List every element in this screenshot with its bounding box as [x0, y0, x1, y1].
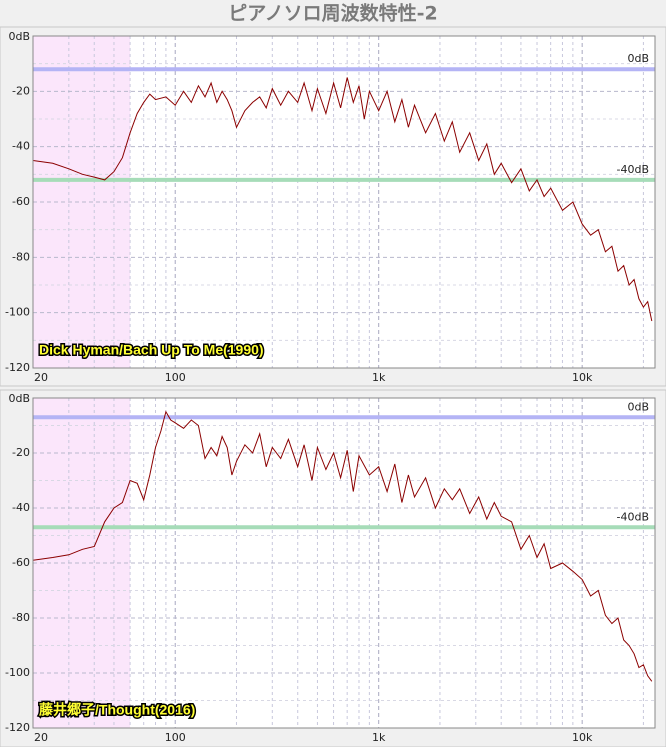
plot-border	[32, 35, 656, 369]
reference-label: 0dB	[627, 400, 649, 413]
y-tick-label: -120	[5, 721, 30, 734]
chart: 20 100 1k 10k 0dB -20 -40 -60 -80 -100 -120 0dB -40d…	[0, 26, 666, 387]
y-tick-label: -80	[12, 250, 30, 263]
y-tick-label: -20	[12, 84, 30, 97]
y-tick-label: 0dB	[8, 392, 30, 405]
annotation: Dick Hyman/Bach Up To Me(1990)	[39, 342, 264, 358]
y-tick-label: -100	[5, 666, 30, 679]
chart: 20 100 1k 10k 0dB -20 -40 -60 -80 -100 -120 0dB -40d…	[0, 389, 666, 747]
spectrum-line	[32, 410, 653, 682]
x-tick-label: 100	[165, 371, 186, 384]
y-tick-label: -40	[12, 140, 30, 153]
y-tick-label: -120	[5, 361, 30, 374]
y-tick-label: -60	[12, 195, 30, 208]
y-tick-label: 0dB	[8, 30, 30, 43]
plot-border	[32, 397, 656, 729]
page-title: ピアノソロ周波数特性-2	[228, 2, 437, 25]
x-tick-label: 100	[165, 731, 186, 744]
x-tick-label: 10k	[572, 731, 593, 744]
x-tick-label: 10k	[572, 371, 593, 384]
x-tick-label: 1k	[372, 371, 386, 384]
y-tick-label: -20	[12, 446, 30, 459]
reference-label: -40dB	[617, 510, 650, 523]
y-tick-label: -100	[5, 306, 30, 319]
y-tick-label: -60	[12, 556, 30, 569]
x-tick-label: 20	[34, 371, 48, 384]
reference-label: -40dB	[617, 163, 650, 176]
annotation: 藤井郷子/Thought(2016)	[39, 702, 195, 718]
y-tick-label: -40	[12, 501, 30, 514]
reference-label: 0dB	[627, 52, 649, 65]
spectrum-line	[32, 77, 653, 322]
y-tick-label: -80	[12, 611, 30, 624]
x-tick-label: 1k	[372, 731, 386, 744]
x-tick-label: 20	[34, 731, 48, 744]
